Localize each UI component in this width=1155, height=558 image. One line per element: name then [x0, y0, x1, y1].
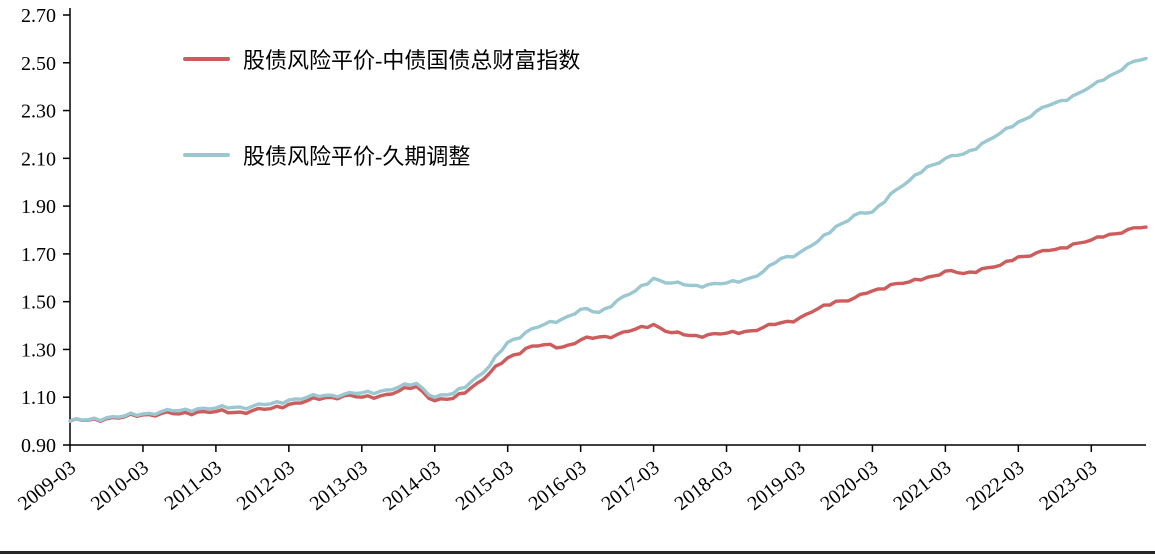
x-tick-label: 2023-03	[1035, 457, 1101, 515]
y-tick-label: 1.50	[21, 292, 56, 314]
y-tick-label: 1.10	[21, 387, 56, 409]
y-tick-label: 0.90	[21, 435, 56, 457]
y-tick-label: 2.50	[21, 53, 56, 75]
legend-label-duration-adjusted: 股债风险平价-久期调整	[243, 144, 471, 169]
x-tick-label: 2022-03	[962, 457, 1028, 515]
y-tick-label: 2.10	[21, 148, 56, 170]
y-tick-label: 1.90	[21, 196, 56, 218]
x-tick-label: 2017-03	[598, 457, 664, 515]
red-line-sample-icon	[183, 57, 230, 61]
x-tick-label: 2015-03	[452, 457, 518, 515]
x-tick-label: 2018-03	[671, 457, 737, 515]
legend: 股债风险平价-中债国债总财富指数 股债风险平价-久期调整	[183, 44, 580, 170]
x-tick-label: 2011-03	[160, 457, 225, 515]
legend-label-treasury-wealth-index: 股债风险平价-中债国债总财富指数	[243, 48, 581, 73]
x-tick-label: 2012-03	[233, 457, 299, 515]
x-tick-label: 2019-03	[743, 457, 809, 515]
legend-item-duration-adjusted: 股债风险平价-久期调整	[183, 140, 580, 170]
x-tick-label: 2013-03	[306, 457, 372, 515]
y-tick-label: 1.70	[21, 244, 56, 266]
y-tick-label: 2.70	[21, 5, 56, 27]
x-tick-label: 2010-03	[87, 457, 153, 515]
teal-line-sample-icon	[183, 153, 230, 157]
y-tick-label: 2.30	[21, 101, 56, 123]
series-line-1	[68, 56, 1148, 423]
x-tick-label: 2021-03	[889, 457, 955, 515]
legend-item-treasury-wealth-index: 股债风险平价-中债国债总财富指数	[183, 44, 580, 74]
x-tick-label: 2016-03	[525, 457, 591, 515]
series-line-0	[68, 225, 1148, 423]
x-tick-label: 2009-03	[14, 457, 80, 515]
x-tick-label: 2020-03	[816, 457, 882, 515]
y-tick-label: 1.30	[21, 339, 56, 361]
bottom-border-rule	[0, 551, 1155, 554]
x-tick-label: 2014-03	[379, 457, 445, 515]
